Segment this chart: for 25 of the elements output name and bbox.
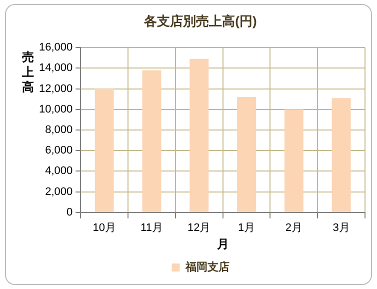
bar (237, 97, 256, 212)
x-tick-label: 10月 (92, 222, 116, 234)
x-tick-label: 2月 (285, 222, 302, 234)
x-tick-label: 11月 (140, 222, 163, 234)
bar (332, 98, 351, 212)
y-tick-label: 10,000 (38, 103, 73, 116)
legend-label: 福岡支店 (184, 260, 230, 274)
y-tick-label: 8,000 (45, 124, 73, 136)
y-tick-label: 14,000 (38, 62, 73, 74)
x-tick-label: 12月 (188, 222, 211, 234)
y-tick-label: 4,000 (45, 165, 73, 178)
y-tick-label: 2,000 (45, 186, 73, 198)
x-tick-label: 1月 (238, 222, 256, 234)
y-tick-label: 0 (66, 206, 73, 218)
y-tick-label: 12,000 (38, 82, 73, 95)
y-axis-title: 売上高 (21, 50, 35, 95)
y-tick-label: 16,000 (38, 42, 73, 54)
bar (142, 70, 162, 212)
bar (94, 88, 114, 212)
bar (190, 58, 209, 212)
chart-title: 各支店別売上高(円) (143, 13, 257, 28)
x-axis-title: 月 (216, 237, 229, 252)
bar (284, 109, 304, 212)
x-tick-label: 3月 (332, 222, 350, 234)
y-tick-label: 6,000 (45, 144, 73, 157)
